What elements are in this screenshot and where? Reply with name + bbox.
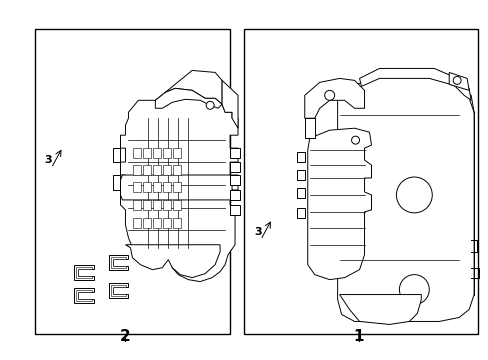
Polygon shape	[143, 182, 151, 192]
Polygon shape	[74, 288, 93, 302]
Polygon shape	[163, 148, 171, 158]
Polygon shape	[133, 182, 141, 192]
Text: 2: 2	[120, 329, 130, 343]
Polygon shape	[163, 218, 171, 228]
Polygon shape	[296, 208, 304, 218]
Polygon shape	[108, 255, 128, 270]
Polygon shape	[359, 68, 470, 100]
Polygon shape	[120, 88, 238, 282]
Polygon shape	[222, 80, 238, 128]
Polygon shape	[143, 200, 151, 210]
Polygon shape	[76, 267, 91, 278]
Polygon shape	[125, 245, 220, 278]
Polygon shape	[173, 148, 181, 158]
Polygon shape	[76, 289, 91, 301]
Text: 3: 3	[44, 155, 52, 165]
Polygon shape	[153, 200, 161, 210]
Polygon shape	[173, 165, 181, 175]
Polygon shape	[110, 257, 126, 268]
Polygon shape	[229, 190, 240, 200]
Polygon shape	[163, 165, 171, 175]
Polygon shape	[229, 205, 240, 215]
Polygon shape	[133, 200, 141, 210]
Polygon shape	[155, 88, 222, 108]
Circle shape	[399, 275, 428, 305]
Polygon shape	[108, 283, 128, 298]
Polygon shape	[296, 188, 304, 198]
Text: 1: 1	[353, 329, 364, 343]
Polygon shape	[74, 265, 93, 280]
Polygon shape	[296, 170, 304, 180]
Polygon shape	[229, 175, 240, 185]
Polygon shape	[133, 165, 141, 175]
Polygon shape	[163, 200, 171, 210]
Circle shape	[396, 177, 431, 213]
Polygon shape	[153, 165, 161, 175]
Polygon shape	[110, 285, 126, 296]
Polygon shape	[339, 294, 421, 324]
Circle shape	[324, 90, 334, 100]
Polygon shape	[448, 72, 468, 90]
Polygon shape	[153, 182, 161, 192]
Polygon shape	[304, 118, 314, 138]
Polygon shape	[173, 200, 181, 210]
Polygon shape	[304, 78, 364, 118]
Polygon shape	[153, 148, 161, 158]
Polygon shape	[153, 218, 161, 228]
Polygon shape	[143, 165, 151, 175]
Polygon shape	[173, 218, 181, 228]
Polygon shape	[229, 162, 240, 172]
Circle shape	[351, 136, 359, 144]
Polygon shape	[143, 148, 151, 158]
Polygon shape	[120, 175, 232, 200]
Polygon shape	[296, 152, 304, 162]
Circle shape	[452, 76, 460, 84]
Polygon shape	[133, 218, 141, 228]
Polygon shape	[163, 182, 171, 192]
Polygon shape	[112, 148, 120, 162]
Polygon shape	[229, 148, 240, 158]
Polygon shape	[112, 175, 120, 190]
Polygon shape	[337, 75, 473, 321]
Polygon shape	[307, 128, 371, 280]
Polygon shape	[133, 148, 141, 158]
Text: 3: 3	[253, 227, 261, 237]
Polygon shape	[143, 218, 151, 228]
Circle shape	[206, 101, 214, 109]
Polygon shape	[173, 182, 181, 192]
Bar	[35, 30, 229, 334]
Bar	[244, 30, 477, 334]
